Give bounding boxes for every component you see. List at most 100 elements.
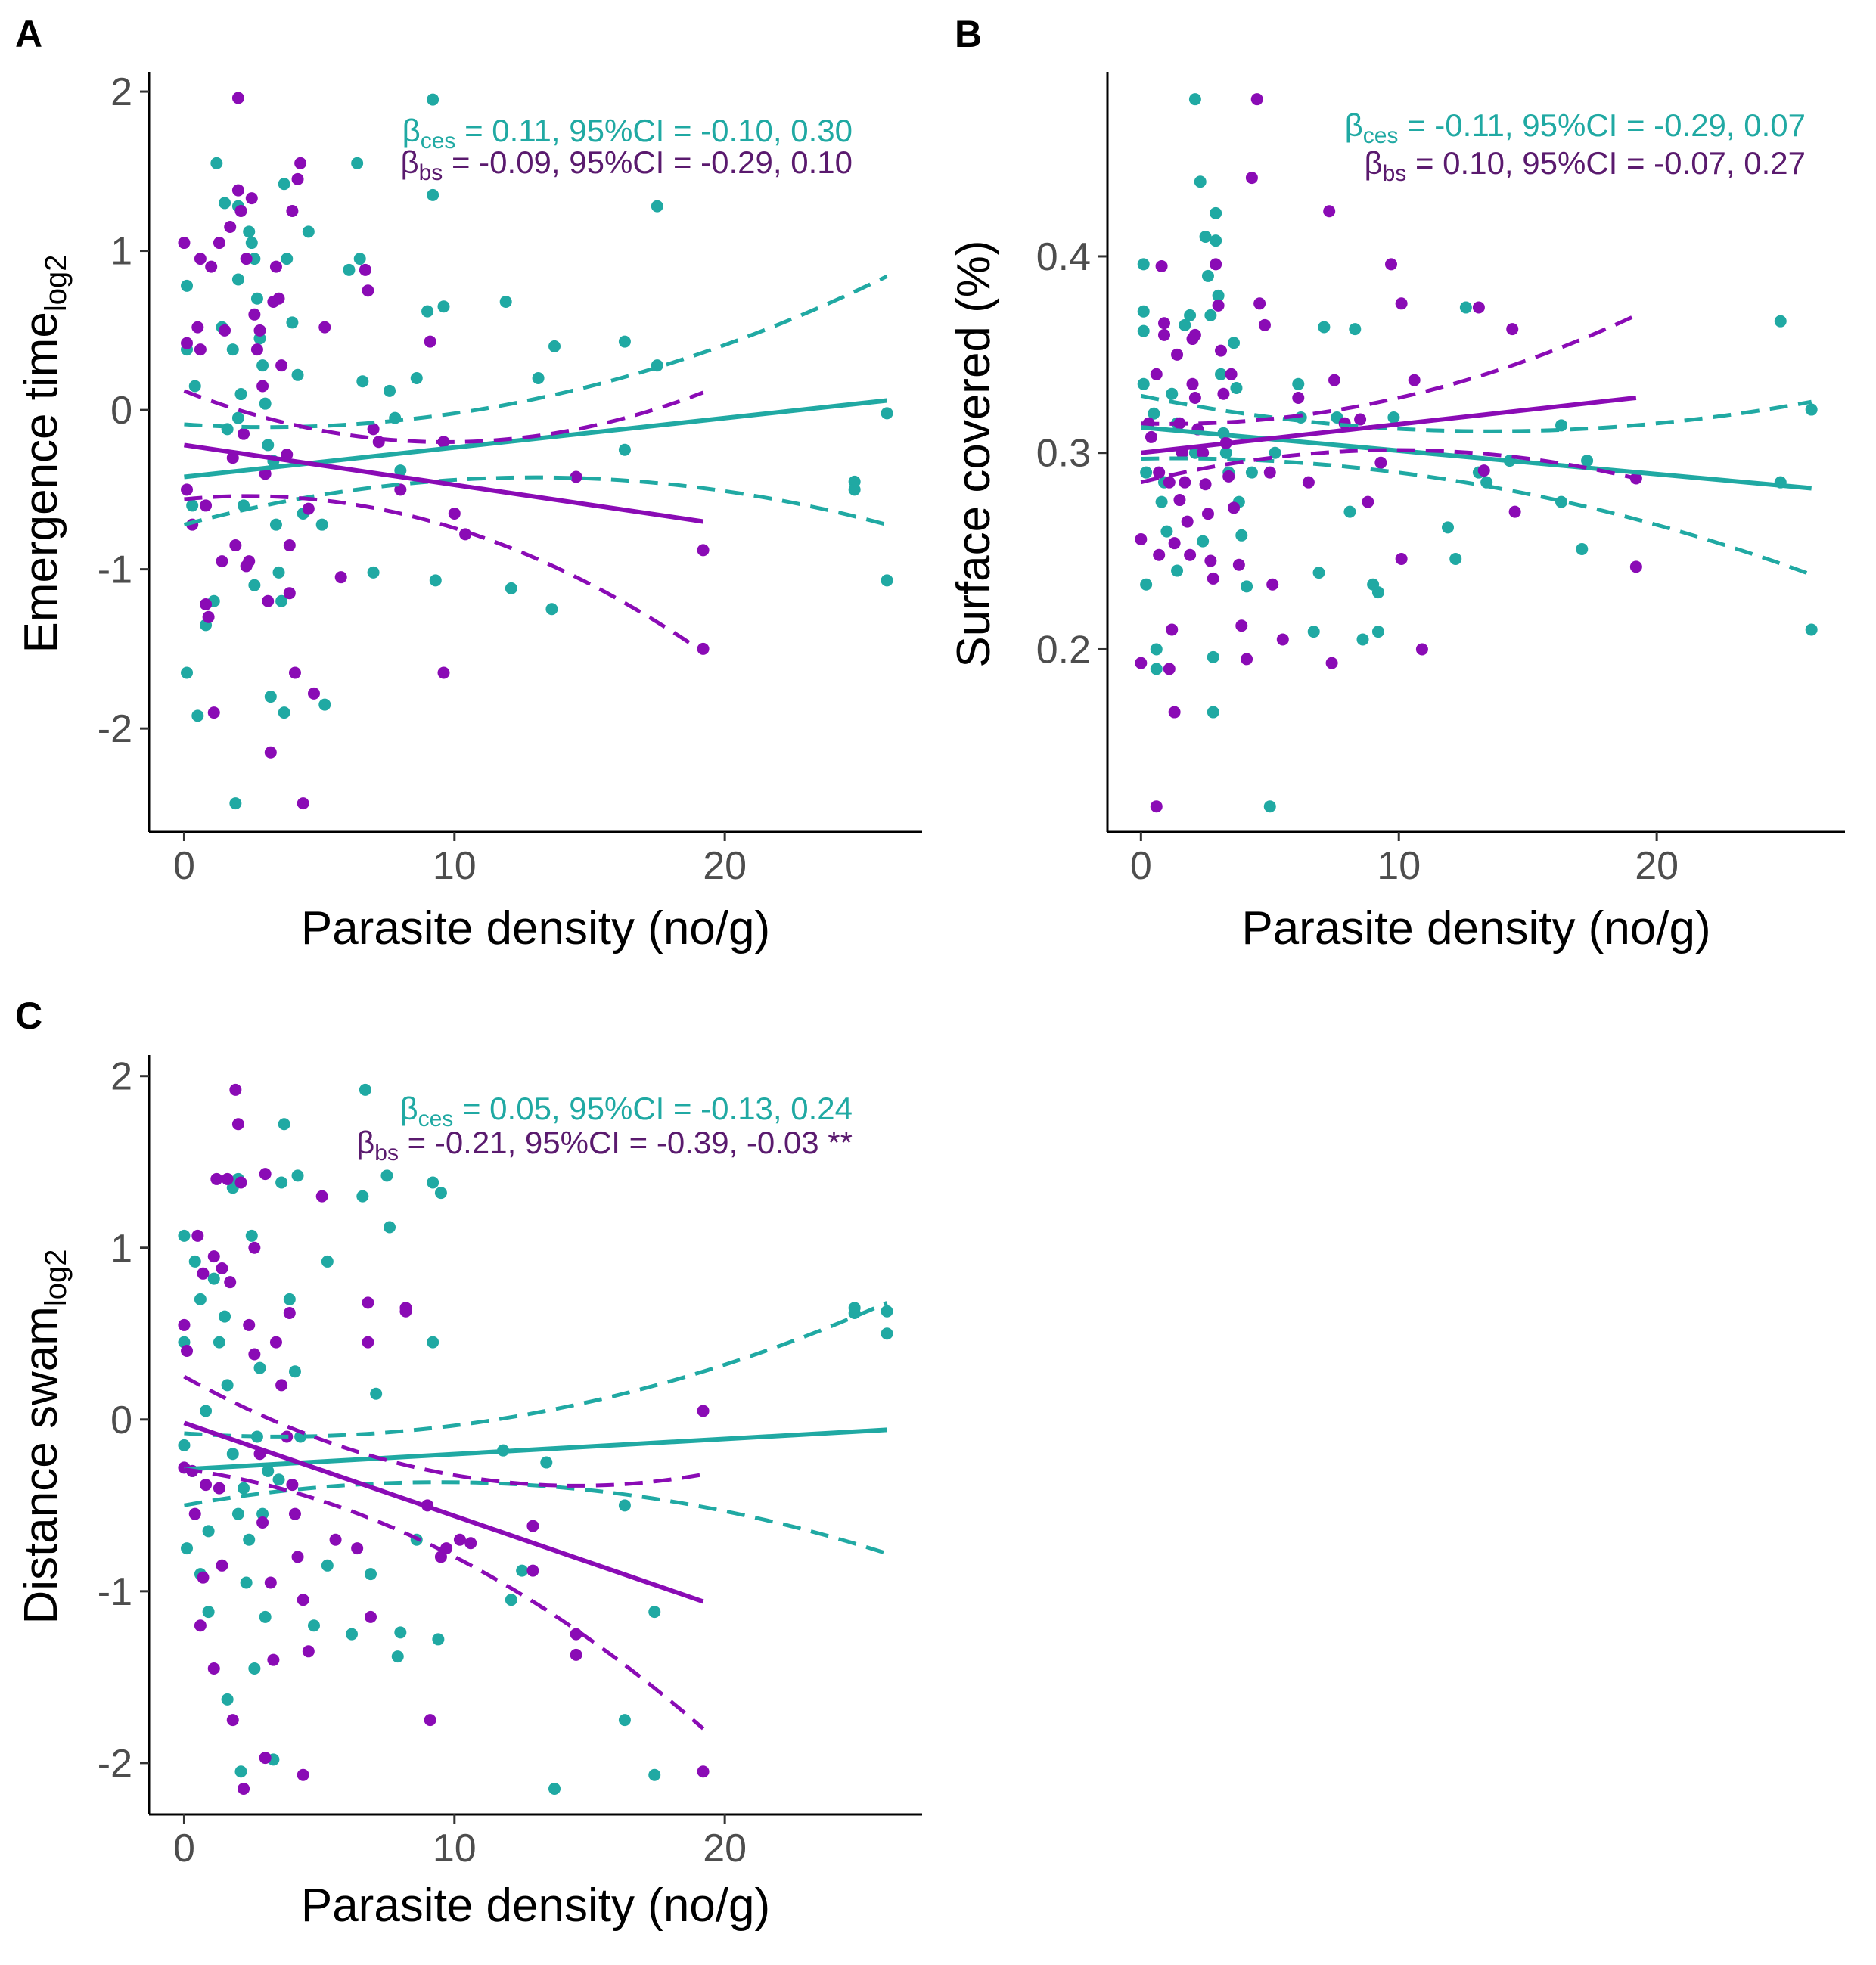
- data-point-bs: [315, 1190, 328, 1203]
- data-point-bs: [216, 555, 228, 568]
- data-point-bs: [1145, 430, 1157, 443]
- data-point-bs: [297, 1594, 309, 1606]
- data-point-bs: [231, 1118, 244, 1131]
- data-point-ces: [275, 594, 288, 607]
- data-point-ces: [1318, 321, 1331, 334]
- data-point-bs: [238, 1782, 250, 1795]
- data-point-bs: [1155, 259, 1168, 272]
- data-point-bs: [234, 1176, 247, 1189]
- data-point-ces: [262, 1464, 275, 1477]
- data-point-bs: [288, 1507, 301, 1520]
- data-point-ces: [427, 188, 439, 201]
- data-point-ces: [394, 464, 407, 477]
- fit-group-ces: [1140, 393, 1812, 577]
- ci-upper-ces: [1140, 393, 1812, 433]
- y-tick-label: -2: [98, 707, 132, 751]
- ci-lower-ces: [1141, 456, 1812, 577]
- series-bs: [1135, 93, 1642, 813]
- y-tick-label: 0.2: [1036, 628, 1091, 672]
- data-point-bs: [1184, 548, 1197, 561]
- data-point-bs: [256, 1516, 269, 1529]
- data-point-ces: [548, 340, 561, 352]
- data-point-ces: [181, 1542, 194, 1555]
- data-point-bs: [1228, 501, 1241, 514]
- y-axis-title: Emergence timelog2: [15, 254, 73, 653]
- data-point-bs: [226, 1714, 239, 1727]
- data-point-ces: [1312, 567, 1325, 579]
- data-point-bs: [1207, 572, 1219, 585]
- data-point-bs: [297, 797, 309, 810]
- data-point-bs: [181, 337, 194, 349]
- data-point-ces: [1194, 175, 1207, 188]
- data-point-bs: [1245, 172, 1258, 185]
- data-point-ces: [275, 1176, 288, 1189]
- data-point-bs: [1215, 344, 1227, 357]
- data-point-bs: [1186, 377, 1199, 390]
- data-point-bs: [1150, 368, 1163, 380]
- data-point-ces: [229, 797, 242, 810]
- data-point-bs: [194, 1619, 207, 1632]
- ci-upper-ces: [184, 1301, 888, 1439]
- data-point-bs: [318, 321, 331, 334]
- data-point-bs: [1168, 537, 1181, 550]
- data-point-bs: [267, 295, 280, 308]
- data-point-ces: [188, 1255, 201, 1268]
- y-axis-title: Distance swamlog2: [15, 1249, 73, 1625]
- data-point-bs: [240, 253, 253, 265]
- data-point-bs: [526, 1520, 539, 1532]
- data-point-ces: [881, 1305, 893, 1318]
- fit-group-bs: [1140, 313, 1637, 485]
- panel-c: C 0 10 20 -2 -1 0 1 2 Parasite density (no/g) Dist…: [15, 995, 922, 1932]
- data-point-ces: [548, 1782, 561, 1795]
- data-point-ces: [321, 1559, 334, 1572]
- data-point-bs: [264, 1576, 277, 1589]
- data-point-ces: [427, 93, 439, 106]
- data-point-ces: [1219, 446, 1232, 459]
- data-point-bs: [191, 321, 204, 334]
- data-point-bs: [1263, 466, 1276, 479]
- data-point-bs: [207, 1250, 220, 1263]
- data-point-bs: [362, 284, 374, 297]
- data-point-ces: [1137, 305, 1150, 318]
- ci-upper-bs: [1141, 313, 1637, 426]
- data-point-bs: [1150, 800, 1163, 813]
- data-point-ces: [248, 579, 261, 591]
- data-point-bs: [1323, 205, 1336, 218]
- data-point-ces: [245, 237, 258, 250]
- data-point-ces: [1449, 552, 1462, 565]
- data-point-bs: [291, 172, 304, 185]
- data-point-bs: [283, 587, 296, 600]
- fit-line-ces: [184, 398, 887, 480]
- data-point-bs: [1171, 348, 1184, 361]
- data-point-bs: [453, 1533, 466, 1546]
- data-point-ces: [1263, 800, 1276, 813]
- data-point-ces: [281, 253, 294, 265]
- data-point-ces: [618, 1499, 631, 1512]
- data-point-bs: [294, 157, 307, 169]
- data-point-ces: [380, 1169, 393, 1182]
- data-point-bs: [245, 192, 258, 205]
- data-point-bs: [697, 544, 710, 557]
- data-point-bs: [269, 1336, 282, 1349]
- data-point-ces: [384, 384, 396, 397]
- data-point-bs: [275, 1379, 288, 1392]
- data-point-ces: [1137, 258, 1150, 271]
- annotation-ces: βces = -0.11, 95%CI = -0.29, 0.07: [1345, 107, 1806, 148]
- y-tick-label: 0: [110, 1398, 132, 1442]
- data-point-bs: [267, 1653, 280, 1666]
- data-point-ces: [194, 1293, 207, 1305]
- data-point-ces: [213, 1336, 225, 1349]
- data-point-bs: [1212, 299, 1225, 312]
- data-point-bs: [1188, 391, 1201, 404]
- data-point-bs: [1197, 446, 1210, 459]
- data-point-ces: [848, 483, 861, 496]
- data-point-ces: [272, 1473, 285, 1486]
- data-point-bs: [181, 1344, 194, 1357]
- series-ces: [1137, 93, 1818, 813]
- data-point-ces: [1215, 368, 1227, 380]
- data-point-bs: [259, 1752, 272, 1765]
- data-point-ces: [226, 1448, 239, 1461]
- data-point-ces: [188, 380, 201, 393]
- data-point-bs: [1385, 258, 1397, 271]
- data-point-ces: [1166, 387, 1179, 400]
